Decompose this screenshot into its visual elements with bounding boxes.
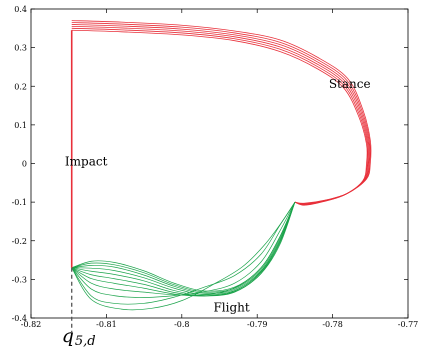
flight-series-line [71, 201, 296, 293]
x-tick-label: -0.79 [247, 320, 268, 329]
x-tick-label: -0.77 [398, 320, 419, 329]
y-tick-label: -0.3 [12, 275, 27, 284]
stance-series-group [71, 20, 372, 206]
flight-series-line [71, 201, 296, 296]
y-tick-label: -0.2 [12, 237, 27, 246]
plot-frame [30, 8, 409, 319]
flight-series-line [71, 201, 296, 298]
flight-series-group [71, 201, 296, 311]
y-tick-label: 0 [22, 160, 27, 169]
q5d-marker-label-sub: 5,d [75, 334, 96, 347]
x-tick-label: -0.82 [21, 320, 42, 329]
stance-series-line [71, 20, 372, 204]
annotation-impact: Impact [65, 154, 108, 168]
y-tick-label: 0.1 [14, 121, 27, 130]
annotation-stance: Stance [329, 77, 371, 91]
y-tick-label: -0.1 [12, 198, 27, 207]
plot-background [30, 8, 409, 319]
y-tick-label: -0.4 [12, 314, 27, 323]
y-tick-label: 0.2 [14, 82, 27, 91]
y-tick-label: 0.4 [14, 5, 27, 14]
x-tick-label: -0.81 [96, 320, 117, 329]
labels-group: Stance Impact Flight q5,d [62, 77, 371, 347]
flight-series-line [71, 201, 296, 305]
flight-series-line [71, 202, 296, 297]
y-tick-label: 0.3 [14, 44, 27, 53]
annotation-flight: Flight [213, 300, 249, 314]
q5d-marker-label-main: q [62, 325, 74, 347]
x-tick-label: -0.78 [322, 320, 343, 329]
q5d-marker-label: q5,d [62, 325, 96, 347]
flight-series-line [71, 201, 296, 311]
axis-ticks: -0.82 -0.81 -0.8 -0.79 -0.78 -0.77 -0.4 -0.3 -0.… [12, 5, 419, 329]
x-tick-label: -0.8 [174, 320, 189, 329]
